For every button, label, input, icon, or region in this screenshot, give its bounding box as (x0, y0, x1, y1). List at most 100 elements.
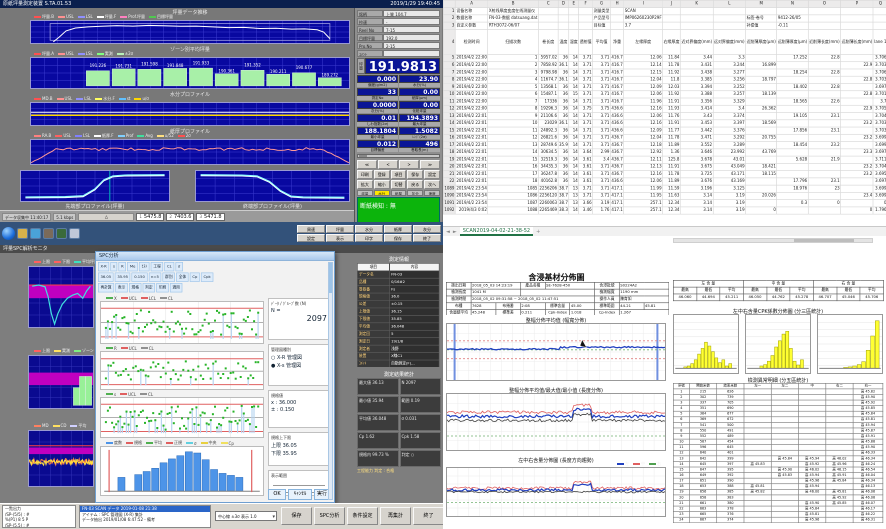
cell[interactable] (746, 178, 777, 185)
cell[interactable]: 22.8 (841, 91, 874, 98)
cell[interactable]: 13 (488, 142, 539, 149)
cell[interactable]: 3.14 (680, 200, 713, 207)
cell[interactable] (663, 15, 681, 22)
cell[interactable]: 3.374 (713, 113, 746, 120)
cell[interactable]: 3.71 (593, 76, 611, 83)
button[interactable]: 印刷 (357, 170, 373, 179)
cell[interactable]: 0 (841, 207, 874, 214)
cell[interactable]: 3.704 (873, 163, 886, 170)
cell[interactable]: 11.91 (663, 163, 681, 170)
cell[interactable]: 18.454 (777, 142, 808, 149)
cell[interactable]: 3 (488, 69, 539, 76)
cell[interactable]: 2019/4/2 22:01 (455, 171, 487, 178)
spc-histogram[interactable] (100, 446, 264, 496)
cell[interactable]: 3.292 (713, 134, 746, 141)
cell[interactable]: 14 (569, 207, 579, 214)
cell[interactable]: 28749.6 (538, 142, 558, 149)
row-header[interactable]: 1091 (443, 200, 455, 207)
column-header[interactable]: C (538, 0, 558, 7)
cell[interactable]: 2019/4/2 22:01 (455, 113, 487, 120)
cell[interactable]: 3.125 (713, 185, 746, 192)
cell[interactable]: 3.706 (873, 54, 886, 61)
cell[interactable]: 14 (569, 69, 579, 76)
cell[interactable]: 1.76 (593, 207, 611, 214)
cell[interactable]: 3.438 (680, 69, 713, 76)
cell[interactable]: 14 (569, 178, 579, 185)
cell[interactable]: 23.1 (808, 127, 841, 134)
cell[interactable]: 3.71 (579, 134, 593, 141)
cell[interactable]: 36 (558, 113, 569, 120)
cell[interactable]: 远削薄长度(mm) (841, 29, 874, 54)
column-header[interactable]: K (680, 0, 713, 7)
cell[interactable]: 43.049 (713, 163, 746, 170)
cell[interactable] (746, 156, 777, 163)
cell[interactable] (841, 185, 874, 192)
button[interactable]: > (399, 160, 419, 169)
cell[interactable]: 3.71 (579, 98, 593, 105)
cell[interactable]: 3.704 (873, 113, 886, 120)
cell[interactable]: 18.797 (746, 76, 777, 83)
cell[interactable]: 2019/4/2 23:54 (455, 200, 487, 207)
cell[interactable]: 3.75 (593, 105, 611, 112)
cell[interactable]: 38.7 (558, 200, 569, 207)
column-header[interactable]: G (593, 0, 611, 7)
cell[interactable]: 3.196 (680, 185, 713, 192)
cell[interactable] (841, 113, 874, 120)
cell[interactable] (777, 62, 808, 69)
cell[interactable]: 436.7 (610, 156, 623, 163)
cell[interactable]: 416.7 (610, 91, 623, 98)
button[interactable]: 保存 (281, 507, 312, 525)
cell[interactable]: 3.71 (593, 69, 611, 76)
cell[interactable]: 2019/4/2 22:01 (455, 120, 487, 127)
cell[interactable]: 3.71 (593, 54, 611, 61)
cell[interactable]: 416.7 (610, 62, 623, 69)
cell[interactable]: 3.71 (579, 127, 593, 134)
row-header[interactable]: 10 (443, 91, 455, 98)
cell[interactable]: 3.699 (873, 142, 886, 149)
cell[interactable]: 3.3 (713, 54, 746, 61)
cell[interactable] (841, 156, 874, 163)
cell[interactable]: 14 (569, 171, 579, 178)
cell[interactable] (579, 8, 593, 15)
cell[interactable]: 2019/4/2 22:00 (455, 98, 487, 105)
cell[interactable] (873, 15, 886, 22)
button[interactable]: 終了 (413, 234, 441, 242)
toolbar-button[interactable]: 群別 (163, 273, 175, 282)
cell[interactable] (569, 22, 579, 29)
cell[interactable]: 43.171 (713, 171, 746, 178)
cell[interactable]: 14 (569, 120, 579, 127)
toolbar-button[interactable]: 規格 (129, 283, 141, 292)
field-value[interactable]: 上質 104.7 (383, 10, 440, 17)
button[interactable]: 再集計 (380, 507, 411, 525)
cell[interactable]: 3.697 (873, 83, 886, 90)
cell[interactable]: 3.71 (593, 163, 611, 170)
cell[interactable]: 3.71 (579, 54, 593, 61)
cell[interactable]: 36 (558, 91, 569, 98)
xbar-control-chart[interactable] (100, 301, 264, 344)
row-header[interactable]: 11 (443, 98, 455, 105)
cell[interactable]: 3.71 (579, 83, 593, 90)
cell[interactable] (777, 8, 808, 15)
cell[interactable]: 416.7 (610, 76, 623, 83)
cell[interactable] (841, 83, 874, 90)
cell[interactable]: 3.646 (680, 149, 713, 156)
cell[interactable]: 23.2 (841, 120, 874, 127)
toolbar-button[interactable]: 全体 (176, 273, 188, 282)
cell[interactable]: 2019/4/2 22:01 (455, 134, 487, 141)
toolbar-button[interactable]: Cpk (201, 273, 213, 282)
cell[interactable]: 13 (569, 200, 579, 207)
cell[interactable] (777, 149, 808, 156)
cell[interactable]: 3.71 (593, 91, 611, 98)
cell[interactable]: 3.442 (680, 127, 713, 134)
cell[interactable]: 36 (558, 54, 569, 61)
cell[interactable]: 12.34 (663, 200, 681, 207)
display-mode-combobox[interactable]: 中心線 ±3σ 表示 1.0 (215, 511, 277, 521)
cell[interactable] (841, 69, 874, 76)
cell[interactable]: 12 (488, 134, 539, 141)
cell[interactable]: 18.115 (746, 171, 777, 178)
cell[interactable]: 7858.92 (538, 62, 558, 69)
button[interactable]: 表示 (326, 234, 354, 242)
cell[interactable]: 3.71 (579, 62, 593, 69)
cell[interactable] (579, 22, 593, 29)
column-header[interactable]: A (455, 0, 487, 7)
